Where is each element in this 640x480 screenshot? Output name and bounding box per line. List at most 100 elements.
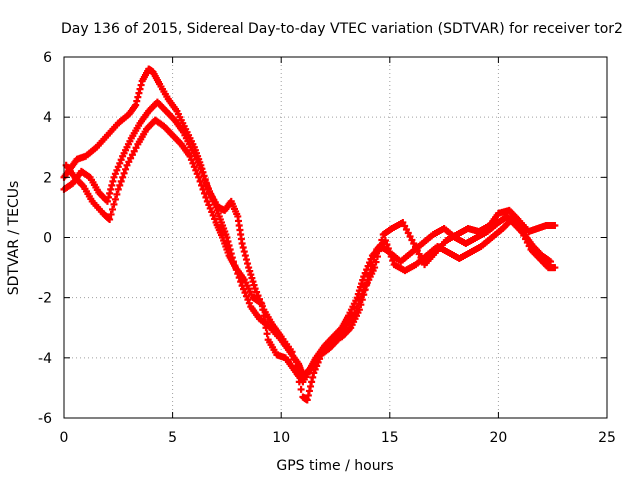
data-point-trace-c [199,185,207,193]
data-point-trace-c [261,318,269,326]
data-point-trace-c [401,222,409,230]
data-point-trace-c [404,229,412,237]
x-axis-label: GPS time / hours [276,458,393,474]
data-point-trace-c [373,253,381,261]
data-point-trace-c [353,304,361,312]
data-point-trace-b [197,164,205,172]
data-point-trace-c [408,236,416,244]
data-point-trace-c [412,243,420,251]
data-point-trace-c [198,181,206,189]
data-point-trace-c [356,295,364,303]
y-axis-label: SDTVAR / TECUs [6,181,22,296]
data-point-trace-b [387,253,395,261]
data-point-trace-c [206,204,214,212]
data-point-trace-b [110,173,118,181]
data-point-trace-c [375,247,383,255]
data-point-trace-b [113,166,121,174]
data-point-trace-c [119,173,127,181]
data-point-trace-c [406,232,414,240]
data-point-trace-c [192,166,200,174]
x-tick-label: 25 [598,430,616,446]
data-point-trace-c [114,185,122,193]
data-point-trace-b [551,264,559,272]
y-tick-label: 4 [43,110,52,126]
data-point-trace-c [110,200,118,208]
data-point-trace-c [258,300,266,308]
data-point-trace-b [116,159,124,167]
data-point-trace-c [190,163,198,171]
data-point-trace-a [245,299,253,307]
data-point-trace-b [525,242,533,250]
data-point-trace-c [122,165,130,173]
data-point-trace-c [402,225,410,233]
data-point-trace-c [196,177,204,185]
data-point-trace-c [360,286,368,294]
data-point-trace-b [198,168,206,176]
data-point-trace-c [372,258,380,266]
data-point-trace-c [260,312,268,320]
data-point-trace-b [384,245,392,253]
x-tick-label: 5 [168,430,177,446]
data-point-trace-b [389,257,397,265]
data-point-trace-c [209,211,217,219]
y-tick-label: -4 [38,351,52,367]
data-point-trace-c [186,152,194,160]
data-point-trace-a [364,262,372,270]
data-point-trace-c [203,197,211,205]
x-tick-label: 20 [489,430,507,446]
data-point-trace-b [520,231,528,239]
data-point-trace-b [297,385,305,393]
data-point-trace-b [117,156,125,164]
data-point-trace-c [355,300,363,308]
data-point-trace-c [125,158,133,166]
data-point-trace-a [547,258,555,266]
data-point-trace-c [109,205,117,213]
data-point-trace-a [242,292,250,300]
data-point-trace-b [111,170,119,178]
data-point-trace-c [410,240,418,248]
y-tick-label: -2 [38,291,52,307]
x-tick-label: 10 [272,430,290,446]
data-point-trace-c [399,218,407,226]
x-tick-label: 15 [381,430,399,446]
data-point-trace-c [107,210,115,218]
data-point-trace-c [189,159,197,167]
data-point-trace-b [523,239,531,247]
data-point-trace-c [205,201,213,209]
data-point-trace-a [244,296,252,304]
data-point-trace-c [202,193,210,201]
data-point-trace-c [551,221,559,229]
y-tick-label: -6 [38,411,52,427]
data-point-trace-c [417,254,425,262]
data-point-trace-c [263,330,271,338]
data-point-trace-b [253,288,261,296]
data-point-trace-c [111,195,119,203]
data-point-trace-c [123,161,131,169]
y-tick-label: 6 [43,50,52,66]
data-points [60,65,559,404]
data-point-trace-c [211,215,219,223]
chart-title: Day 136 of 2015, Sidereal Day-to-day VTE… [61,21,623,37]
data-point-trace-c [376,242,384,250]
data-point-trace-c [200,189,208,197]
data-point-trace-c [358,291,366,299]
data-point-trace-a [361,269,369,277]
data-point-trace-c [116,181,124,189]
data-point-trace-c [193,170,201,178]
data-point-trace-c [413,247,421,255]
data-point-trace-b [522,235,530,243]
data-point-trace-c [378,236,386,244]
data-point-trace-b [386,249,394,257]
data-point-trace-c [187,156,195,164]
data-point-trace-c [208,208,216,216]
data-point-trace-c [351,309,359,317]
data-point-trace-b [383,241,391,249]
data-point-trace-a [360,273,368,281]
data-point-trace-c [262,324,270,332]
y-tick-label: 0 [43,231,52,247]
data-point-trace-c [130,147,138,155]
data-point-trace-c [117,177,125,185]
data-point-trace-c [128,151,136,159]
